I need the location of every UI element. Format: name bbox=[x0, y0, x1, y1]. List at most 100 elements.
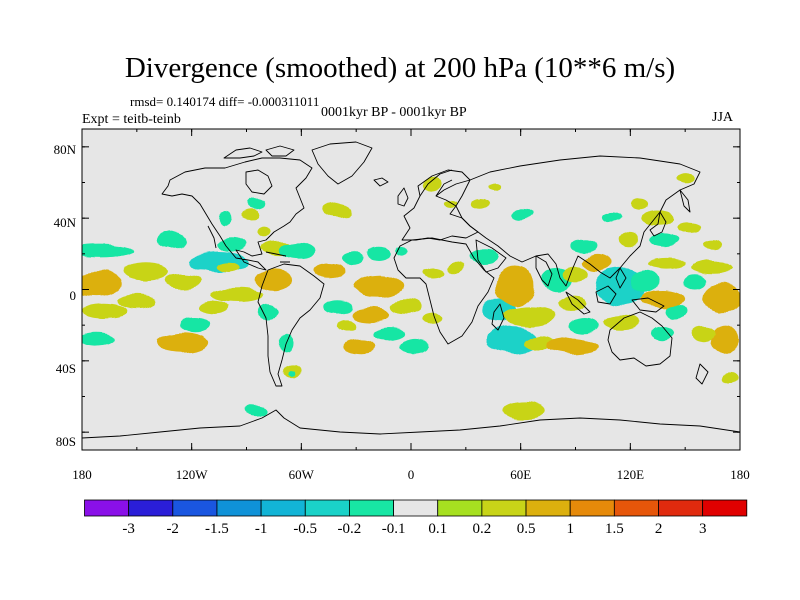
field-patch bbox=[180, 318, 210, 333]
x-label-60e: 60E bbox=[510, 467, 531, 482]
field-patch bbox=[217, 262, 240, 274]
field-patch bbox=[323, 203, 353, 219]
field-patch bbox=[343, 339, 377, 354]
colorbar-swatch bbox=[260, 499, 306, 517]
field-patch bbox=[374, 326, 404, 342]
field-patch bbox=[423, 178, 443, 194]
field-patch bbox=[571, 237, 598, 253]
field-patch bbox=[677, 221, 700, 233]
field-patch bbox=[546, 337, 598, 356]
field-patch bbox=[690, 260, 735, 276]
field-patch bbox=[683, 275, 706, 290]
field-patch bbox=[502, 401, 547, 420]
field-patch bbox=[421, 312, 444, 324]
field-patch bbox=[710, 325, 740, 354]
field-patch bbox=[665, 303, 687, 319]
field-patch bbox=[118, 294, 156, 310]
x-label-180e: 180 bbox=[730, 467, 750, 482]
field-patch bbox=[255, 269, 293, 292]
colorbar-swatch bbox=[569, 499, 615, 517]
field-patch bbox=[217, 211, 232, 226]
field-patch bbox=[82, 303, 126, 319]
plot-title: Divergence (smoothed) at 200 hPa (10**6 … bbox=[124, 52, 676, 84]
coast-madagascar bbox=[491, 303, 505, 331]
field-patch bbox=[337, 319, 357, 331]
divergence-field bbox=[82, 173, 740, 420]
field-patch bbox=[421, 266, 444, 278]
period-label: 0001kyr BP - 0001kyr BP bbox=[321, 105, 467, 120]
field-patch bbox=[701, 239, 724, 251]
field-patch bbox=[288, 369, 296, 377]
coast-baja bbox=[207, 225, 217, 249]
y-label-0: 0 bbox=[70, 288, 77, 303]
experiment-label: Expt = teitb-teinb bbox=[82, 112, 181, 127]
field-patch bbox=[582, 253, 613, 272]
coast-borneo bbox=[595, 285, 617, 305]
cbar-label: -1 bbox=[255, 521, 268, 537]
y-label-40S: 40S bbox=[56, 361, 76, 376]
coast-scandinavia bbox=[419, 169, 453, 197]
season-label: JJA bbox=[712, 110, 734, 125]
colorbar-swatch bbox=[525, 499, 571, 517]
x-label-120w: 120W bbox=[176, 467, 209, 482]
field-patch bbox=[400, 339, 430, 354]
field-patch bbox=[257, 227, 273, 238]
coast-asia bbox=[455, 155, 701, 287]
coast-iceland bbox=[373, 177, 389, 187]
colorbar-swatch bbox=[702, 499, 748, 517]
colorbar-swatch bbox=[481, 499, 527, 517]
field-patch bbox=[82, 332, 115, 347]
coast-britain bbox=[397, 187, 409, 207]
colorbar-swatch bbox=[658, 499, 704, 517]
coast-new-zealand bbox=[695, 363, 709, 385]
field-patch bbox=[217, 237, 247, 253]
field-patch bbox=[323, 300, 353, 315]
colorbar-swatch bbox=[216, 499, 262, 517]
cbar-label: 2 bbox=[655, 521, 663, 537]
field-patch bbox=[279, 241, 316, 260]
coast-caribbean bbox=[265, 251, 290, 263]
field-patch bbox=[447, 262, 466, 274]
field-patch bbox=[394, 244, 410, 256]
field-patch bbox=[562, 268, 589, 283]
coast-kamchatka bbox=[679, 189, 691, 213]
coast-greenland bbox=[311, 141, 373, 185]
coast-antarctica bbox=[82, 409, 740, 439]
colorbar-swatch bbox=[393, 499, 439, 517]
coast-sumatra bbox=[565, 291, 591, 315]
field-patch bbox=[156, 332, 209, 354]
field-patch bbox=[504, 307, 556, 326]
field-patch bbox=[641, 289, 686, 308]
coast-new-guinea bbox=[631, 297, 665, 313]
rmsd-diff-stats: rmsd= 0.140174 diff= -0.000311011 bbox=[130, 94, 320, 109]
cbar-label: 1.5 bbox=[605, 521, 624, 537]
coast-philippines bbox=[615, 267, 627, 289]
field-patch bbox=[570, 318, 600, 333]
cbar-label: -3 bbox=[122, 521, 135, 537]
cbar-label: -0.2 bbox=[338, 521, 362, 537]
x-label-180w: 180 bbox=[72, 467, 92, 482]
coast-canadian-arctic bbox=[223, 145, 295, 159]
field-patch bbox=[602, 212, 622, 224]
x-label-120e: 120E bbox=[617, 467, 645, 482]
x-axis-labels: 180 120W 60W 0 60E 120E 180 bbox=[72, 467, 750, 482]
field-patch bbox=[244, 405, 267, 417]
x-label-60w: 60W bbox=[289, 467, 315, 482]
colorbar bbox=[84, 499, 748, 517]
field-patch bbox=[471, 198, 490, 210]
field-patch bbox=[602, 314, 640, 329]
cbar-label: -0.1 bbox=[382, 521, 406, 537]
field-patch bbox=[630, 198, 649, 210]
coast-africa bbox=[393, 237, 495, 345]
coast-japan bbox=[649, 211, 667, 237]
field-patch bbox=[485, 325, 538, 354]
y-label-80S: 80S bbox=[56, 434, 76, 449]
coast-india bbox=[535, 255, 553, 287]
field-patch bbox=[630, 269, 660, 292]
colorbar-swatch bbox=[349, 499, 394, 517]
field-patch bbox=[82, 271, 123, 297]
cbar-label: 0.1 bbox=[428, 521, 447, 537]
field-patch bbox=[367, 246, 390, 261]
y-label-40N: 40N bbox=[54, 215, 77, 230]
